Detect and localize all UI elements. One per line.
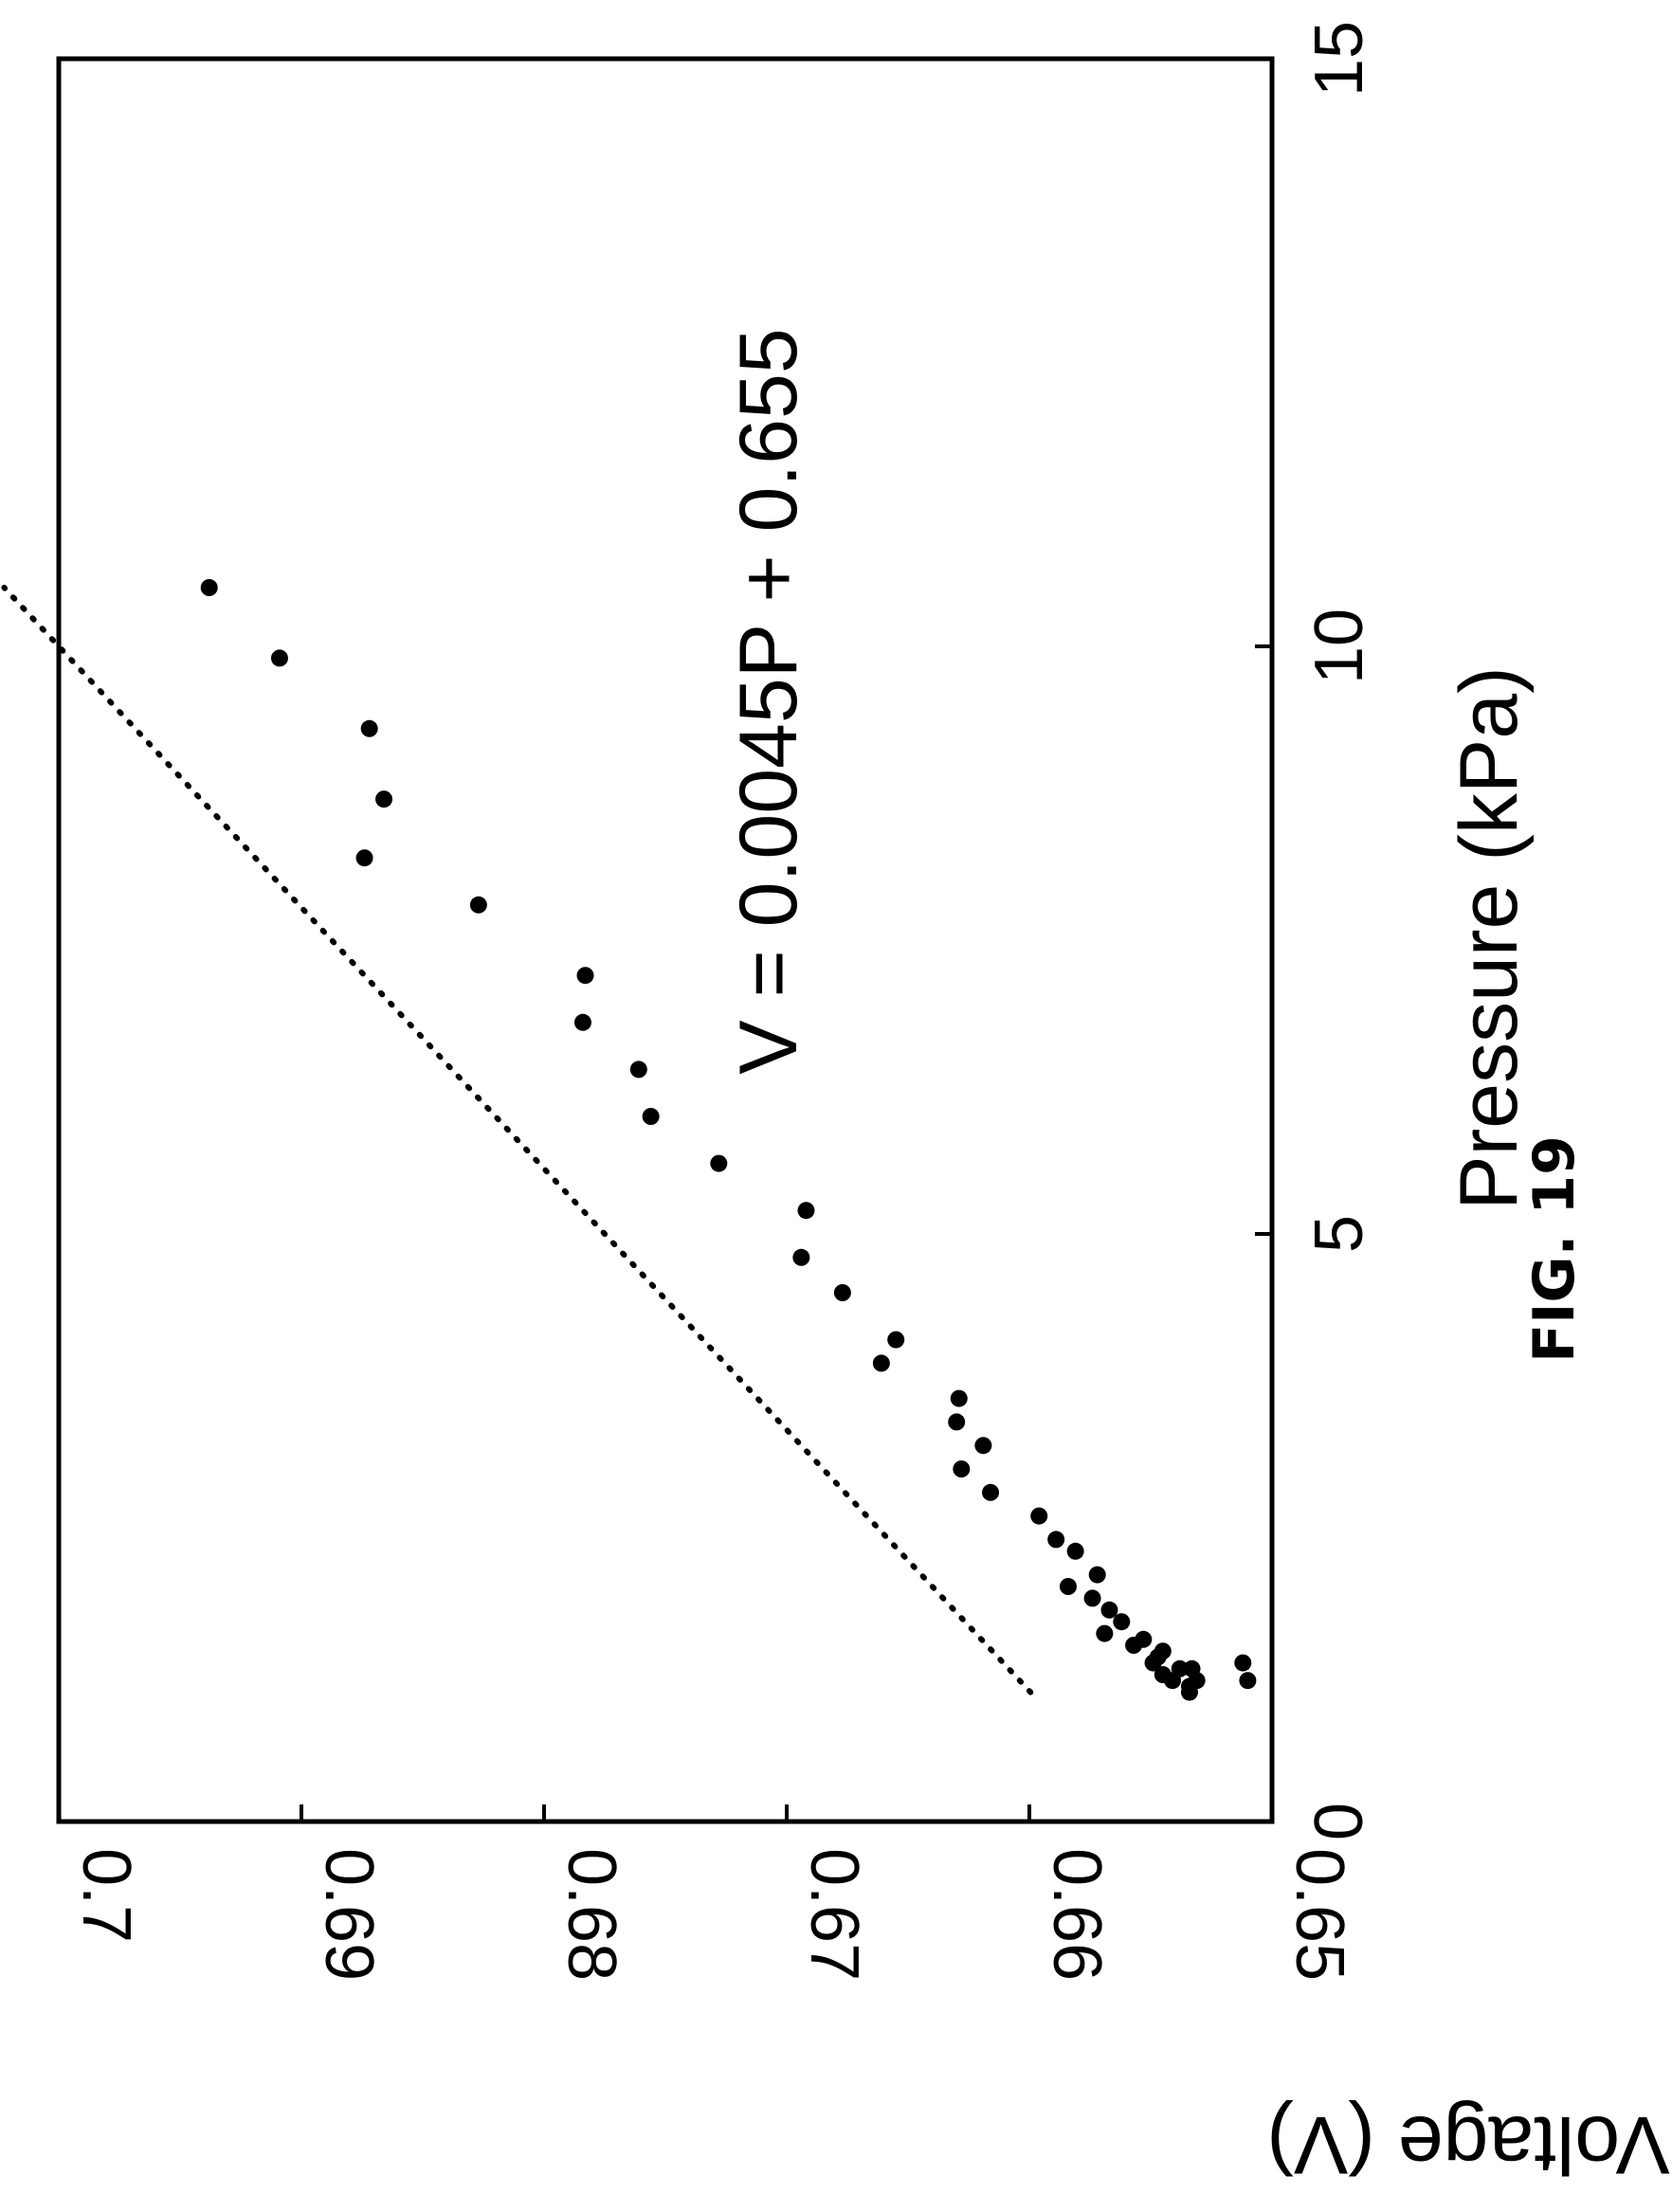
data-point (355, 849, 373, 867)
data-point (797, 1202, 815, 1220)
data-point (375, 790, 393, 808)
data-point (200, 579, 218, 596)
y-tick-label: 0.65 (1281, 1848, 1357, 1981)
data-point (833, 1284, 851, 1301)
data-point (1113, 1613, 1131, 1631)
data-point (1180, 1683, 1198, 1701)
data-point (953, 1460, 971, 1478)
data-point (270, 649, 288, 667)
fit-line (1, 585, 1034, 1695)
data-point (642, 1108, 660, 1125)
data-point (1100, 1601, 1118, 1619)
y-tick-label: 0.7 (68, 1848, 144, 1943)
data-point (950, 1389, 968, 1407)
y-axis-ticks: 0.65 0.66 0.67 0.68 0.69 0.7 (57, 1804, 1357, 1981)
data-point (974, 1437, 992, 1455)
data-point (1047, 1531, 1065, 1549)
x-axis-ticks: 0 5 10 15 (1255, 21, 1377, 1840)
data-point (629, 1061, 647, 1079)
x-tick-label: 5 (1301, 1215, 1377, 1253)
data-point (792, 1248, 810, 1266)
data-point (1144, 1654, 1162, 1672)
y-tick-label: 0.67 (796, 1848, 872, 1981)
data-point (573, 1013, 591, 1031)
data-point (1125, 1637, 1143, 1654)
data-point (469, 896, 487, 914)
data-point (1234, 1654, 1252, 1672)
data-point (576, 967, 594, 985)
data-point (1066, 1542, 1084, 1560)
figure-caption: FIG. 19 (1521, 1135, 1588, 1363)
data-point (1088, 1566, 1106, 1584)
x-tick-label: 15 (1301, 21, 1377, 97)
y-tick-label: 0.66 (1039, 1848, 1115, 1981)
data-point (982, 1483, 1000, 1501)
y-tick-label: 0.69 (311, 1848, 387, 1981)
data-point (1030, 1507, 1048, 1525)
data-point (948, 1413, 966, 1431)
data-point (887, 1331, 905, 1349)
y-tick-label: 0.68 (554, 1848, 629, 1981)
data-point (1164, 1672, 1182, 1690)
data-point (360, 719, 378, 737)
x-tick-label: 10 (1301, 608, 1377, 684)
data-point (872, 1354, 890, 1372)
data-points (200, 579, 1257, 1701)
data-point (1239, 1672, 1257, 1690)
plot-frame (56, 56, 1275, 1824)
equation-annotation: V = 0.0045P + 0.655 (723, 328, 814, 1074)
data-point (1059, 1578, 1077, 1595)
x-tick-label: 0 (1301, 1803, 1377, 1840)
data-point (1083, 1589, 1101, 1607)
data-point (710, 1154, 728, 1172)
y-axis-title: Output Voltage (V) (1266, 2099, 1672, 2190)
data-point (1096, 1624, 1114, 1642)
x-axis-title: Pressure (kPa) (1444, 666, 1535, 1210)
